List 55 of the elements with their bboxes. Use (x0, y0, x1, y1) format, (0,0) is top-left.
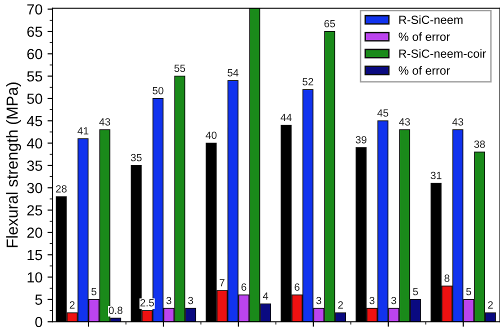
data-label: 8 (444, 274, 450, 282)
data-label: 35 (130, 154, 142, 162)
data-label: 54 (228, 69, 238, 76)
data-label: 2 (70, 301, 75, 309)
data-label: 4 (262, 292, 268, 300)
data-label: 5 (91, 288, 96, 296)
legend-label: % of error (398, 32, 450, 41)
legend-label: % of error (398, 66, 450, 75)
y-axis-title: Flexural strength (MPa) (6, 82, 22, 248)
y-tick-label: 70 (27, 4, 42, 15)
data-label: 31 (430, 172, 442, 180)
data-label: 6 (241, 283, 246, 291)
data-label: 3 (166, 296, 172, 304)
y-tick-label: 60 (27, 48, 42, 60)
data-label: 38 (474, 140, 485, 148)
data-label: 2 (488, 301, 493, 309)
y-tick-label: 40 (26, 138, 42, 149)
data-label: 3 (370, 296, 374, 304)
y-tick-label: 35 (27, 160, 42, 171)
y-tick-label: 5 (35, 294, 42, 305)
y-tick-label: 50 (27, 94, 42, 104)
y-tick-label: 45 (26, 116, 42, 126)
data-label: 39 (356, 136, 366, 144)
y-tick-label: 30 (27, 182, 42, 194)
data-label: 52 (302, 78, 314, 86)
data-label: 0.8 (108, 306, 122, 314)
data-label: 3 (188, 296, 194, 304)
data-label: 40 (206, 132, 217, 139)
data-label: 3 (391, 296, 396, 304)
data-label: 2 (338, 301, 343, 309)
data-label: 43 (99, 118, 110, 126)
data-label: 50 (152, 86, 164, 94)
legend-label: R-SiC-neem-coir (399, 49, 486, 58)
y-tick-label: 55 (27, 71, 42, 82)
data-label: 28 (56, 185, 67, 193)
y-tick-label: 0 (35, 316, 42, 328)
data-label: 45 (377, 109, 388, 117)
y-tick-label: 25 (27, 205, 42, 216)
data-label: 5 (466, 288, 472, 296)
y-tick-label: 15 (28, 250, 42, 260)
data-label: 6 (294, 283, 300, 291)
data-label: 2.5 (140, 299, 154, 306)
data-label: 55 (174, 64, 186, 72)
data-label: 5 (413, 288, 418, 296)
y-tick-label: 20 (27, 228, 42, 238)
y-tick-label: 10 (28, 272, 42, 283)
data-label: 3 (316, 296, 322, 304)
legend-label: R-SiC-neem (399, 15, 462, 24)
data-label: 43 (452, 118, 464, 126)
data-label: 44 (280, 114, 292, 122)
y-tick-label: 65 (27, 26, 42, 37)
data-label: 43 (399, 118, 410, 126)
data-label: 41 (77, 127, 88, 134)
data-label: 7 (220, 279, 224, 286)
data-label: 65 (324, 20, 336, 28)
